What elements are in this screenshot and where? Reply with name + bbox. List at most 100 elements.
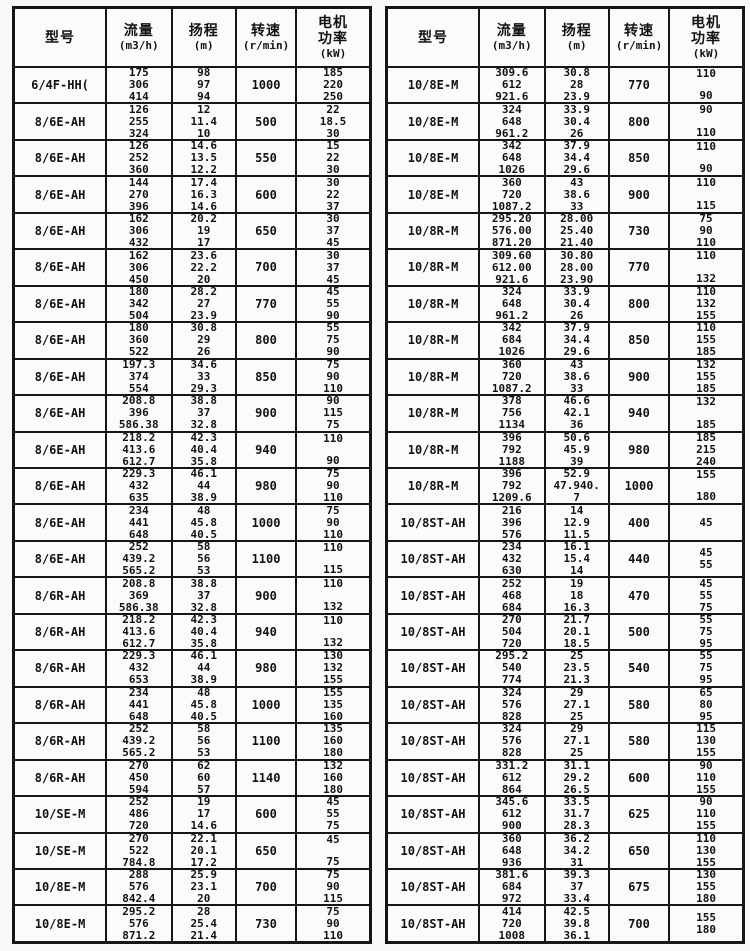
power-value: 37 (326, 224, 340, 238)
model-value: 10/8R-M (407, 479, 459, 494)
head-cell: 34.6 33 29.3 (173, 359, 237, 395)
power-cell: 30 37 45 (297, 214, 369, 248)
power-value: 45 (326, 272, 340, 285)
head-value: 29 (570, 687, 584, 699)
power-value: 55 (699, 558, 713, 572)
head-value: 33 (197, 369, 211, 383)
power-value: 55 (699, 614, 713, 627)
speed-value: 650 (255, 843, 277, 858)
flow-cell: 180 360 522 (107, 323, 173, 358)
power-value: 30 (326, 177, 340, 189)
flow-cell: 252 468 684 (480, 578, 546, 613)
flow-value: 972 (501, 892, 522, 905)
head-value: 46.1 (190, 651, 217, 663)
speed-cell: 700 (237, 869, 298, 905)
speed-cell: 650 (610, 833, 671, 868)
flow-value: 439.2 (122, 552, 156, 566)
flow-value: 252 (128, 151, 149, 165)
power-value: 110 (696, 286, 716, 298)
power-value: 110 (696, 250, 716, 263)
power-cell: 45 55 75 (670, 578, 742, 612)
flow-value: 295.2 (495, 651, 529, 663)
model-value: 10/8ST-AH (400, 515, 466, 530)
column-header-model: 型号 (15, 9, 108, 66)
head-value: 27 (197, 296, 211, 310)
speed-cell: 850 (237, 359, 298, 395)
head-cell: 36.2 34.2 31 (546, 833, 610, 868)
model-cell: 10/8ST-AH (388, 505, 481, 540)
flow-value: 432 (128, 236, 149, 249)
flow-value: 396 (501, 432, 522, 444)
flow-value: 360 (501, 177, 522, 189)
column-header-power-label: 电机 (691, 14, 722, 31)
flow-cell: 295.2 576 871.2 (107, 906, 173, 941)
power-value: 155 (696, 308, 716, 322)
table-row: 8/6E-AH 208.8 396 586.38 38.8 37 32.8 900 90 115 7… (15, 396, 369, 433)
power-value: 155 (696, 746, 716, 759)
flow-value: 921.6 (495, 90, 529, 103)
flow-value: 576 (501, 697, 522, 711)
head-cell: 42.3 40.4 35.8 (173, 432, 237, 467)
flow-value: 720 (501, 187, 522, 201)
head-value: 26 (570, 126, 584, 139)
flow-cell: 234 441 648 (107, 505, 173, 540)
power-cell: 135 160 180 (297, 724, 369, 758)
speed-cell: 800 (610, 104, 671, 139)
column-header-model-label: 型号 (45, 29, 76, 46)
table-row: 10/SE-M 270 522 784.8 22.1 20.1 17.2 650 45 75 (15, 833, 369, 870)
power-value: 75 (699, 213, 713, 226)
head-value: 21.4 (190, 928, 217, 941)
power-cell: 110 155 185 (670, 323, 742, 357)
flow-value: 342 (501, 323, 522, 335)
flow-cell: 197.3 374 554 (107, 359, 173, 395)
head-value: 58 (197, 541, 211, 554)
flow-value: 594 (128, 782, 149, 796)
speed-cell: 800 (610, 286, 671, 322)
flow-cell: 342 648 1026 (480, 140, 546, 176)
head-value: 33.5 (563, 797, 590, 809)
flow-value: 162 (128, 213, 149, 226)
model-cell: 8/6R-AH (15, 651, 108, 686)
model-cell: 10/8ST-AH (388, 578, 481, 613)
flow-value: 684 (501, 333, 522, 347)
column-header-power-label: 功率 (318, 30, 349, 47)
model-value: 10/8E-M (407, 78, 459, 93)
flow-value: 396 (501, 468, 522, 481)
flow-value: 439.2 (122, 734, 156, 748)
power-cell: 30 37 45 (297, 250, 369, 284)
power-value: 155 (696, 880, 716, 894)
model-cell: 10/8R-M (388, 468, 481, 504)
model-value: 8/6R-AH (34, 661, 86, 676)
head-value: 47.940. (553, 479, 600, 493)
head-value: 62 (197, 760, 211, 772)
table-row: 8/6E-AH 234 441 648 48 45.8 40.5 1000 75 90 110 (15, 505, 369, 542)
flow-cell: 295.20 576.00 871.20 (480, 213, 546, 249)
flow-value: 684 (501, 600, 522, 613)
head-value: 32.8 (190, 600, 217, 613)
speed-value: 675 (628, 880, 650, 895)
power-value: 75 (326, 505, 340, 517)
table-row: 8/6R-AH 252 439.2 565.2 58 56 53 1100 135 160 180 (15, 724, 369, 761)
power-value: 45 (699, 515, 713, 529)
power-value: 180 (696, 892, 716, 905)
head-value: 37.9 (563, 140, 590, 153)
model-value: 8/6E-AH (34, 224, 86, 239)
head-value: 12.2 (190, 163, 217, 176)
flow-value: 792 (501, 479, 522, 493)
speed-value: 440 (628, 552, 650, 567)
head-value: 20.1 (190, 843, 217, 857)
power-cell: 130 155 180 (670, 870, 742, 904)
head-cell: 19 17 14.6 (173, 797, 237, 832)
speed-cell: 770 (610, 68, 671, 103)
head-value: 53 (197, 564, 211, 577)
flow-value: 175 (128, 68, 149, 80)
power-value: 90 (699, 797, 713, 809)
power-value: 155 (696, 333, 716, 347)
speed-value: 730 (628, 224, 650, 239)
table-row: 10/8ST-AH 324 576 828 29 27.1 25 580 65 80 95 (388, 687, 742, 725)
flow-cell: 252 439.2 565.2 (107, 724, 173, 759)
power-value: 132 (696, 296, 716, 310)
head-cell: 46.1 44 38.9 (173, 651, 237, 686)
power-cell: 110 132 (670, 250, 742, 284)
power-value: 22 (326, 151, 340, 165)
